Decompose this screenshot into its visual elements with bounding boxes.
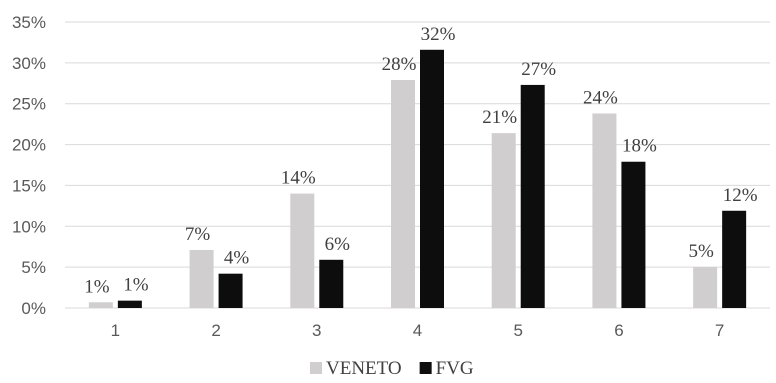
data-label-veneto-7: 5% [688,241,714,262]
data-label-fvg-5: 27% [521,59,556,80]
data-label-fvg-3: 6% [325,234,351,255]
data-label-veneto-3: 14% [281,168,316,189]
y-tick-label: 30% [12,54,46,73]
data-label-veneto-5: 21% [482,107,517,128]
y-tick-label: 0% [21,299,46,318]
bar-fvg-7 [722,210,747,308]
bar-fvg-1 [117,300,142,308]
bar-fvg-4 [420,49,444,308]
data-label-fvg-6: 18% [622,136,657,157]
x-tick-label: 1 [111,321,120,340]
bar-veneto-6 [592,113,617,309]
y-axis-ticks: 0% 5% 10% 15% 20% 25% 30% 35% [12,13,46,318]
x-axis-ticks: 1 2 3 4 5 6 7 [111,321,725,340]
x-tick-label: 5 [513,321,522,340]
y-tick-label: 20% [12,136,46,155]
y-tick-label: 5% [21,258,46,277]
data-labels: 1% 1% 7% 4% 14% 6% 28%32% 21% 27% 24% 18% 5% 12% [84,24,758,297]
bar-veneto-5 [491,133,516,308]
bar-fvg-2 [218,273,243,308]
y-tick-label: 25% [12,95,46,114]
bar-veneto-4 [391,80,415,308]
legend-swatch-veneto [310,362,322,374]
bar-veneto-1 [88,302,113,308]
y-tick-label: 10% [12,217,46,236]
legend-label-fvg: FVG [436,358,474,379]
bar-fvg-5 [520,84,545,308]
bar-veneto-3 [290,193,315,308]
legend-label-veneto: VENETO [326,358,402,379]
bars [88,49,747,309]
bar-fvg-6 [621,161,646,308]
bar-fvg-3 [319,259,344,308]
bar-veneto-7 [693,267,718,308]
y-tick-label: 35% [12,13,46,32]
legend: VENETO FVG [310,358,474,379]
data-label-veneto-4: 28% [382,54,417,75]
x-tick-label: 7 [715,321,724,340]
data-label-fvg-7: 12% [723,185,758,206]
x-tick-label: 6 [614,321,623,340]
data-label-fvg-1: 1% [123,275,149,296]
bar-veneto-2 [189,249,214,308]
data-label-fvg-2: 4% [224,248,250,269]
legend-swatch-fvg [419,362,432,374]
y-tick-label: 15% [12,176,46,195]
x-tick-label: 3 [312,321,321,340]
gridlines [65,21,770,309]
x-tick-label: 4 [413,321,422,340]
data-label-veneto-2: 7% [185,224,211,245]
x-tick-label: 2 [211,321,220,340]
data-label-veneto-1: 1% [84,276,110,297]
data-label-veneto-6: 24% [583,88,618,109]
data-label-fvg-4: 32% [421,24,456,45]
